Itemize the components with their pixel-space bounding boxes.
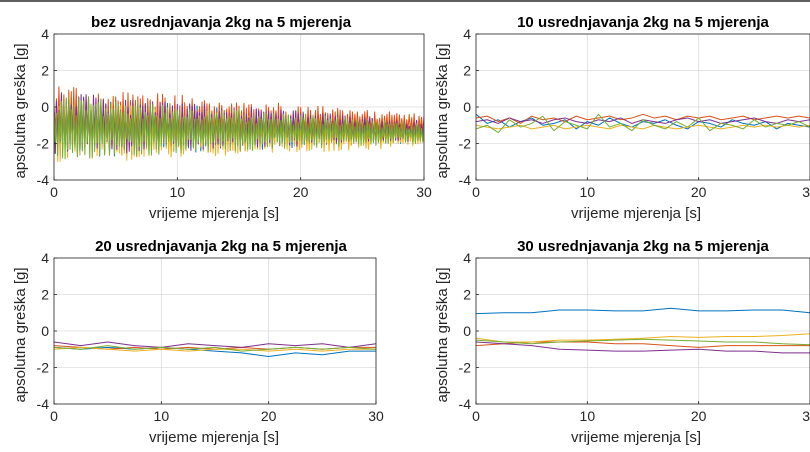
x-tick-label: 30 <box>802 408 810 424</box>
y-tick-label: 0 <box>463 323 471 339</box>
y-tick-label: 4 <box>41 250 49 266</box>
subplot-4: 0 10 20 30 -4 -2 0 2 4 30 usrednjavanja 2kg na 5 … <box>434 238 810 446</box>
y-tick-label: 2 <box>463 287 471 303</box>
y-tick-label: 2 <box>41 287 49 303</box>
x-tick-label: 10 <box>154 408 170 424</box>
series-line-5 <box>54 345 376 352</box>
series-line-5 <box>476 338 810 346</box>
x-tick-label: 20 <box>293 184 309 200</box>
x-tick-label: 10 <box>580 184 596 200</box>
y-tick-label: 0 <box>41 323 49 339</box>
series-line-1 <box>476 307 810 315</box>
series-line-4 <box>476 341 810 354</box>
y-axis-label: apsolutna greška [g] <box>12 43 29 178</box>
y-tick-label: 4 <box>463 26 471 42</box>
y-axis-label: apsolutna greška [g] <box>12 267 29 402</box>
y-tick-label: -4 <box>37 172 50 188</box>
series-line-5 <box>476 113 810 134</box>
subplot-title: 30 usrednjavanja 2kg na 5 mjerenja <box>517 238 769 255</box>
y-axis-label: apsolutna greška [g] <box>434 43 451 178</box>
series-group <box>476 113 810 134</box>
y-tick-label: -2 <box>37 360 50 376</box>
y-tick-label: -4 <box>459 172 472 188</box>
y-tick-label: 2 <box>463 63 471 79</box>
x-tick-label: 30 <box>416 184 432 200</box>
x-tick-label: 10 <box>580 408 596 424</box>
y-tick-label: 0 <box>463 99 471 115</box>
x-tick-label: 0 <box>472 184 480 200</box>
series-line-5 <box>54 96 424 160</box>
series-group <box>476 307 810 354</box>
y-tick-label: 4 <box>41 26 49 42</box>
x-axis-label: vrijeme mjerenja [s] <box>149 205 279 222</box>
x-tick-label: 20 <box>261 408 277 424</box>
series-line-3 <box>54 346 376 352</box>
x-tick-label: 10 <box>170 184 186 200</box>
series-line-4 <box>54 341 376 348</box>
x-tick-label: 0 <box>50 408 58 424</box>
x-tick-label: 30 <box>802 184 810 200</box>
subplot-title: bez usrednjavanja 2kg na 5 mjerenja <box>91 14 352 31</box>
series-group <box>54 86 424 162</box>
x-tick-label: 0 <box>50 184 58 200</box>
subplot-3: 0 10 20 30 -4 -2 0 2 4 20 usrednjavanja 2kg na 5 … <box>12 238 384 446</box>
x-tick-label: 20 <box>691 408 707 424</box>
x-tick-label: 30 <box>368 408 384 424</box>
y-tick-label: 4 <box>463 250 471 266</box>
y-tick-label: -2 <box>37 136 50 152</box>
x-axis-label: vrijeme mjerenja [s] <box>571 205 701 222</box>
subplot-title: 20 usrednjavanja 2kg na 5 mjerenja <box>95 238 347 255</box>
y-tick-label: -4 <box>37 396 50 412</box>
subplot-title: 10 usrednjavanja 2kg na 5 mjerenja <box>517 14 769 31</box>
series-line-1 <box>54 346 376 358</box>
series-line-3 <box>476 124 810 130</box>
x-tick-label: 20 <box>691 184 707 200</box>
subplot-2: 0 10 20 30 -4 -2 0 2 4 10 usrednjavanja 2kg na 5 … <box>434 14 810 222</box>
y-tick-label: 0 <box>41 99 49 115</box>
series-line-3 <box>476 333 810 343</box>
series-group <box>54 341 376 358</box>
x-tick-label: 0 <box>472 408 480 424</box>
y-tick-label: -2 <box>459 136 472 152</box>
series-line-2 <box>54 86 424 149</box>
x-axis-label: vrijeme mjerenja [s] <box>149 429 279 446</box>
y-tick-label: 2 <box>41 63 49 79</box>
subplot-1: 0 10 20 30 -4 -2 0 2 4 bez usrednjavanja 2kg na 5… <box>12 14 432 222</box>
series-line-1 <box>476 113 810 130</box>
y-tick-label: -4 <box>459 396 472 412</box>
y-axis-label: apsolutna greška [g] <box>434 267 451 402</box>
y-tick-label: -2 <box>459 360 472 376</box>
x-axis-label: vrijeme mjerenja [s] <box>571 429 701 446</box>
